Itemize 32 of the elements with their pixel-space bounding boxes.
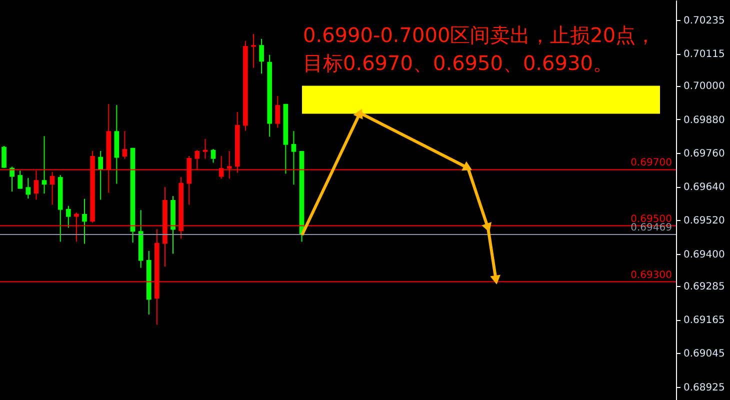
candlestick xyxy=(122,130,128,160)
candlestick xyxy=(251,33,256,68)
y-tick-label: 0.69285 xyxy=(684,281,725,292)
candlestick xyxy=(2,145,6,169)
y-tick-label: 0.69760 xyxy=(684,148,725,160)
y-tick-label: 0.70235 xyxy=(684,15,725,26)
candlestick xyxy=(82,198,87,244)
candlestick xyxy=(42,136,47,194)
candlestick xyxy=(66,205,71,228)
ref-line-label: 0.69700 xyxy=(630,158,672,169)
y-tick-label: 0.69520 xyxy=(684,216,725,227)
candlestick xyxy=(259,38,264,74)
candlestick xyxy=(210,148,216,164)
y-tick-label: 0.69045 xyxy=(684,348,725,360)
annotation: 目标0.6970、0.6950、0.6930。 xyxy=(303,51,613,75)
candlestick xyxy=(275,96,280,128)
candlestick xyxy=(50,171,55,206)
y-tick-label: 0.69165 xyxy=(684,315,725,326)
candlestick xyxy=(202,138,208,160)
y-tick-label: 0.68925 xyxy=(684,382,725,394)
candlestick xyxy=(98,150,104,200)
annotation: 0.6990-0.7000区间卖出，止损20点， xyxy=(303,23,656,47)
candlestick xyxy=(10,166,14,192)
candlestick xyxy=(18,170,23,190)
y-tick-label: 0.70115 xyxy=(684,49,725,60)
y-tick-label: 0.69640 xyxy=(684,182,725,194)
ref-line-label: 0.69300 xyxy=(630,270,672,281)
y-tick-label: 0.69880 xyxy=(684,114,725,126)
candlestick xyxy=(26,177,31,200)
candlestick xyxy=(291,130,296,186)
y-tick-label: 0.69400 xyxy=(684,249,725,260)
y-tick-label: 0.70000 xyxy=(684,81,725,92)
